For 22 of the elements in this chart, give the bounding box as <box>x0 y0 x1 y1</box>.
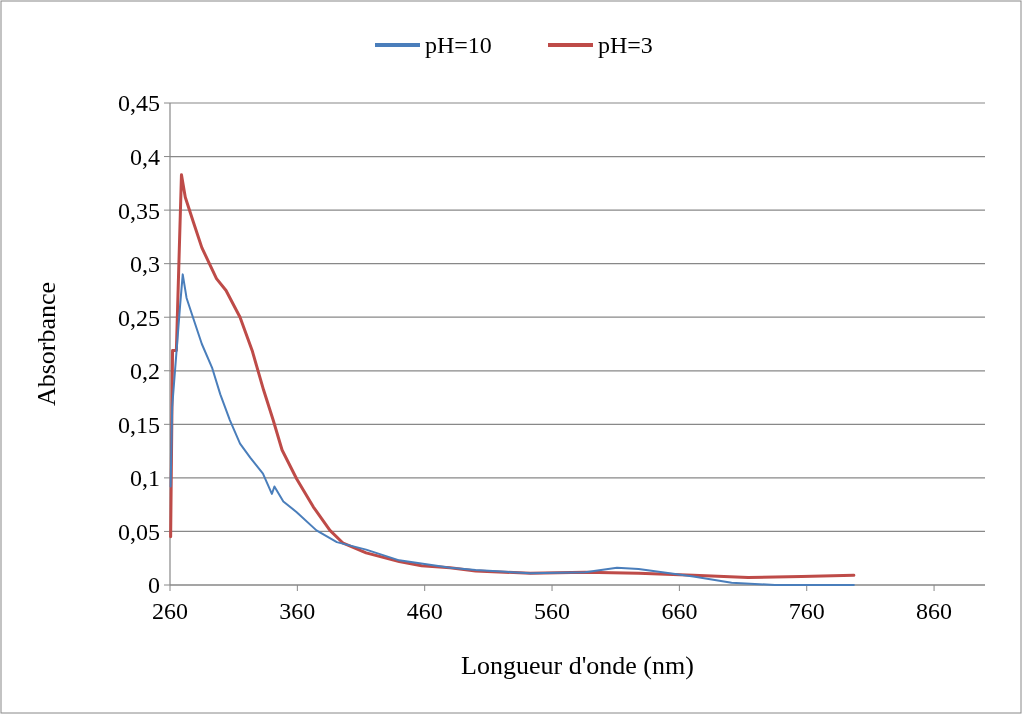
y-tick-label: 0,4 <box>130 143 160 170</box>
y-axis-title: Absorbance <box>32 281 61 407</box>
x-tick-label: 560 <box>534 598 571 624</box>
x-tick-label: 260 <box>152 598 188 624</box>
x-tick-label: 760 <box>788 598 825 624</box>
y-tick-label: 0,35 <box>118 197 160 224</box>
x-tick-label: 660 <box>661 598 698 624</box>
line-series <box>169 273 855 586</box>
y-tick-label: 0 <box>148 572 160 599</box>
x-tick-label: 860 <box>916 598 953 624</box>
x-tick-label: 460 <box>406 598 443 624</box>
y-tick-label: 0,45 <box>118 90 160 117</box>
x-axis-title: Longueur d'onde (nm) <box>461 651 694 680</box>
y-tick-label: 0,05 <box>118 518 160 545</box>
y-tick-label: 0,3 <box>130 251 160 278</box>
x-tick-label: 360 <box>279 598 316 624</box>
y-tick-label: 0,25 <box>118 304 160 331</box>
y-tick-label: 0,1 <box>130 465 160 492</box>
legend-label: pH=10 <box>425 32 492 59</box>
y-tick-label: 0,15 <box>118 411 160 438</box>
legend-label: pH=3 <box>598 32 653 59</box>
y-tick-label: 0,2 <box>130 358 160 385</box>
